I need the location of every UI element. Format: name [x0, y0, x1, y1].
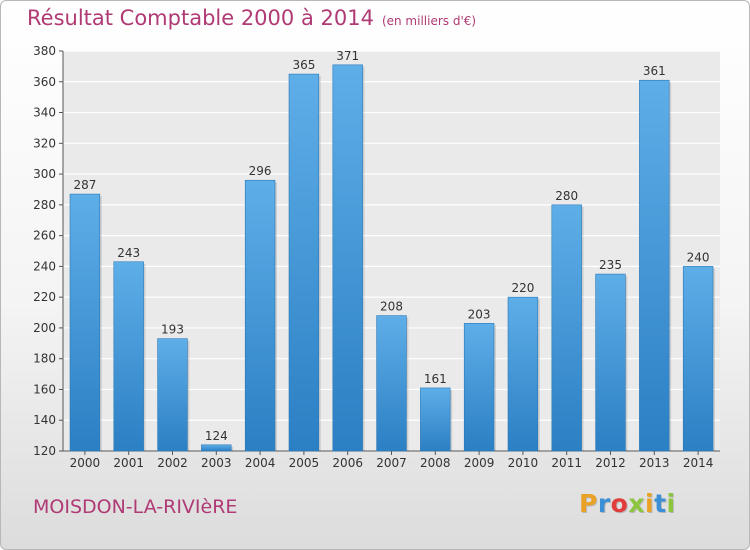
y-tick-label: 380 [33, 44, 56, 58]
logo-letter: i [645, 489, 655, 518]
logo-letter: P [579, 489, 598, 518]
x-tick-label-2013: 2013 [639, 456, 670, 470]
x-tick-label-2000: 2000 [70, 456, 101, 470]
x-tick-label-2010: 2010 [508, 456, 539, 470]
y-tick-label: 120 [33, 444, 56, 458]
logo-letter: i [666, 489, 676, 518]
x-tick-label-2003: 2003 [201, 456, 232, 470]
data-label-2012: 235 [599, 258, 622, 272]
logo-letter: o [610, 489, 629, 518]
x-tick-label-2004: 2004 [245, 456, 276, 470]
data-label-2005: 365 [292, 58, 315, 72]
logo-letter: t [654, 489, 667, 518]
x-tick-label-2007: 2007 [376, 456, 407, 470]
x-tick-label-2001: 2001 [113, 456, 144, 470]
data-label-2009: 203 [468, 307, 491, 321]
bar-2006 [332, 64, 363, 452]
data-label-2010: 220 [511, 281, 534, 295]
data-label-2013: 361 [643, 64, 666, 78]
logo-letter: x [628, 489, 645, 518]
bar-2008 [420, 387, 451, 452]
data-label-2014: 240 [687, 250, 710, 264]
chart-subtitle: (en milliers d'€) [381, 14, 477, 28]
y-tick-label: 360 [33, 75, 56, 89]
chart-title: Résultat Comptable 2000 à 2014 (en millie… [27, 6, 476, 30]
data-label-2011: 280 [555, 189, 578, 203]
bar-2004 [244, 179, 276, 452]
x-tick-label-2002: 2002 [157, 456, 188, 470]
data-label-2006: 371 [336, 49, 359, 63]
x-tick-label-2009: 2009 [464, 456, 495, 470]
data-label-2001: 243 [117, 246, 140, 260]
bar-2009 [463, 323, 495, 452]
bar-2000 [69, 193, 101, 452]
data-label-2000: 287 [73, 178, 96, 192]
bar-2001 [113, 261, 144, 452]
y-tick-label: 180 [33, 352, 56, 366]
x-tick-label-2006: 2006 [332, 456, 363, 470]
bar-2011 [551, 204, 582, 452]
bar-2003 [201, 444, 232, 452]
bar-2007 [376, 315, 407, 452]
y-tick-label: 140 [33, 413, 56, 427]
commune-name: MOISDON-LA-RIVIèRE [33, 496, 238, 518]
proxiti-logo: Proxiti [579, 489, 676, 518]
y-tick-label: 300 [33, 167, 56, 181]
y-tick-label: 220 [33, 290, 56, 304]
data-label-2004: 296 [249, 164, 272, 178]
bar-2012 [595, 273, 626, 452]
y-tick-label: 320 [33, 136, 56, 150]
data-label-2002: 193 [161, 323, 184, 337]
x-tick-label-2014: 2014 [683, 456, 714, 470]
x-tick-label-2012: 2012 [595, 456, 626, 470]
x-tick-label-2008: 2008 [420, 456, 451, 470]
y-tick-label: 200 [33, 321, 56, 335]
y-tick-label: 280 [33, 198, 56, 212]
x-tick-label-2011: 2011 [551, 456, 582, 470]
data-label-2007: 208 [380, 300, 403, 314]
bar-2002 [157, 338, 188, 452]
y-tick-label: 240 [33, 259, 56, 273]
bar-2010 [507, 296, 539, 452]
bar-2013 [639, 79, 670, 452]
x-tick-label-2005: 2005 [289, 456, 320, 470]
y-tick-label: 160 [33, 382, 56, 396]
data-label-2008: 161 [424, 372, 447, 386]
data-label-2003: 124 [205, 429, 228, 443]
y-tick-label: 260 [33, 229, 56, 243]
chart-title-text: Résultat Comptable 2000 à 2014 [27, 6, 374, 30]
y-tick-label: 340 [33, 106, 56, 120]
logo-letter: r [597, 489, 611, 518]
bar-2014 [682, 266, 714, 452]
bar-2005 [288, 73, 320, 452]
